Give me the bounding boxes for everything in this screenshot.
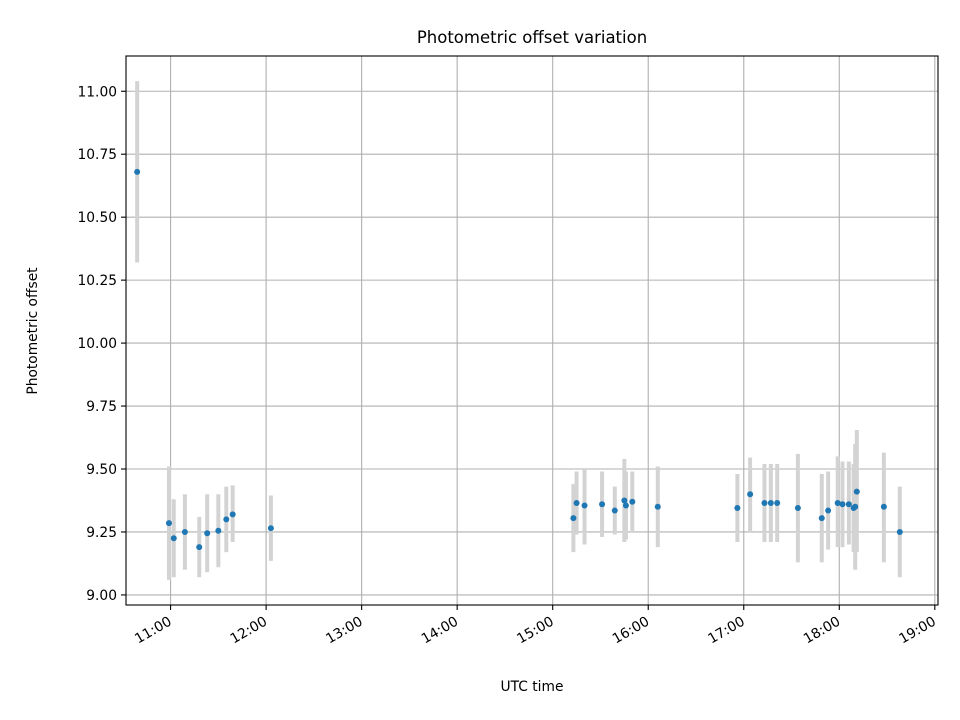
data-point xyxy=(839,501,846,508)
data-point xyxy=(774,500,781,507)
y-tick-label: 11.00 xyxy=(78,84,118,100)
data-point xyxy=(170,535,177,542)
data-point xyxy=(223,516,230,523)
y-axis-ticks: 9.00 9.25 9.50 9.75 10.00 10.25 10.50 10.75 11.0… xyxy=(78,84,126,604)
data-point xyxy=(852,503,859,510)
data-point xyxy=(599,501,606,508)
x-axis-label: UTC time xyxy=(501,679,564,695)
data-point xyxy=(181,528,188,535)
grid xyxy=(126,56,938,605)
data-point xyxy=(134,168,141,175)
data-point xyxy=(215,527,222,534)
data-point xyxy=(654,503,661,510)
data-point xyxy=(267,525,274,532)
y-axis-label: Photometric offset xyxy=(25,267,41,395)
data-point xyxy=(621,497,628,504)
data-point xyxy=(880,503,887,510)
data-point xyxy=(896,528,903,535)
data-point xyxy=(834,500,841,507)
data-point xyxy=(825,507,832,514)
y-tick-label: 10.00 xyxy=(78,336,118,352)
data-point xyxy=(229,511,236,518)
data-point xyxy=(853,488,860,495)
data-point xyxy=(761,500,768,507)
data-points xyxy=(134,168,903,551)
data-point xyxy=(747,491,754,498)
y-tick-label: 10.50 xyxy=(78,210,118,226)
data-point xyxy=(794,505,801,512)
y-tick-label: 9.00 xyxy=(86,588,117,604)
data-point xyxy=(196,544,203,551)
data-point xyxy=(845,501,852,508)
data-point xyxy=(818,515,825,522)
data-point xyxy=(611,507,618,514)
plot-frame xyxy=(125,55,939,606)
y-tick-label: 9.75 xyxy=(86,399,117,415)
y-tick-label: 10.25 xyxy=(78,273,118,289)
data-point xyxy=(734,505,741,512)
y-tick-label: 9.25 xyxy=(86,525,117,541)
y-tick-label: 10.75 xyxy=(78,147,118,163)
data-point xyxy=(622,502,629,509)
data-point xyxy=(767,500,774,507)
y-tick-label: 9.50 xyxy=(86,462,117,478)
data-point xyxy=(629,498,636,505)
data-point xyxy=(165,520,172,527)
data-point xyxy=(204,530,211,537)
data-point xyxy=(573,500,580,507)
chart-title: Photometric offset variation xyxy=(417,28,647,47)
data-point xyxy=(570,515,577,522)
data-point xyxy=(581,502,588,509)
